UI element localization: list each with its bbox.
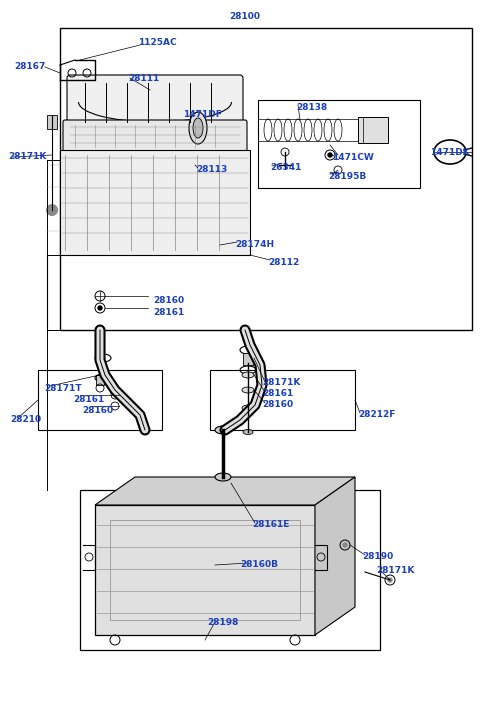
Polygon shape	[95, 477, 355, 505]
Text: 28100: 28100	[229, 12, 261, 21]
Bar	[60, 28, 472, 330]
Bar	[210, 370, 355, 430]
Bar	[80, 490, 380, 650]
Text: 28160: 28160	[262, 400, 293, 409]
Text: 28161E: 28161E	[252, 520, 290, 529]
Bar	[47, 115, 57, 129]
Text: 28212F: 28212F	[358, 410, 395, 419]
Text: 28171K: 28171K	[262, 378, 300, 387]
Text: 28190: 28190	[362, 552, 393, 561]
Circle shape	[343, 543, 347, 547]
Bar	[60, 150, 250, 255]
Ellipse shape	[242, 387, 254, 393]
Bar	[96, 375, 104, 385]
FancyBboxPatch shape	[67, 75, 243, 129]
Text: 28161: 28161	[73, 395, 104, 404]
Text: 28171T: 28171T	[44, 384, 82, 393]
Ellipse shape	[242, 372, 254, 378]
Text: 1125AC: 1125AC	[138, 38, 176, 47]
Circle shape	[46, 204, 58, 216]
Bar	[358, 117, 388, 143]
Ellipse shape	[242, 405, 254, 411]
Text: 28160: 28160	[153, 296, 184, 305]
Text: 28174H: 28174H	[235, 240, 274, 249]
Ellipse shape	[243, 430, 253, 435]
Text: 28171K: 28171K	[376, 566, 415, 575]
Text: 28167: 28167	[14, 62, 46, 71]
Text: 28160B: 28160B	[240, 560, 278, 569]
Text: 28161: 28161	[153, 308, 184, 317]
Text: 28195B: 28195B	[328, 172, 366, 181]
Text: 1471DF: 1471DF	[183, 110, 222, 119]
Bar	[95, 505, 315, 635]
Text: 1471CW: 1471CW	[332, 153, 374, 162]
Text: 28138: 28138	[296, 103, 327, 112]
Bar	[38, 370, 162, 430]
Circle shape	[98, 306, 102, 310]
Ellipse shape	[189, 112, 207, 144]
Text: 28112: 28112	[268, 258, 299, 267]
FancyBboxPatch shape	[63, 120, 247, 152]
Text: 28198: 28198	[207, 618, 238, 627]
Text: 28210: 28210	[10, 415, 41, 424]
Bar	[110, 520, 300, 620]
Circle shape	[388, 578, 392, 582]
Bar	[243, 353, 253, 365]
Text: 28113: 28113	[196, 165, 227, 174]
Bar	[258, 100, 420, 188]
Text: 1471DK: 1471DK	[430, 148, 470, 157]
Text: 28161: 28161	[262, 389, 293, 398]
Text: 28160: 28160	[82, 406, 113, 415]
Ellipse shape	[215, 426, 231, 434]
Ellipse shape	[215, 473, 231, 481]
Polygon shape	[315, 477, 355, 635]
Text: 26341: 26341	[270, 163, 301, 172]
Text: 28171K: 28171K	[8, 152, 47, 161]
Circle shape	[328, 153, 332, 157]
Text: 28111: 28111	[128, 74, 159, 83]
Ellipse shape	[193, 118, 203, 138]
